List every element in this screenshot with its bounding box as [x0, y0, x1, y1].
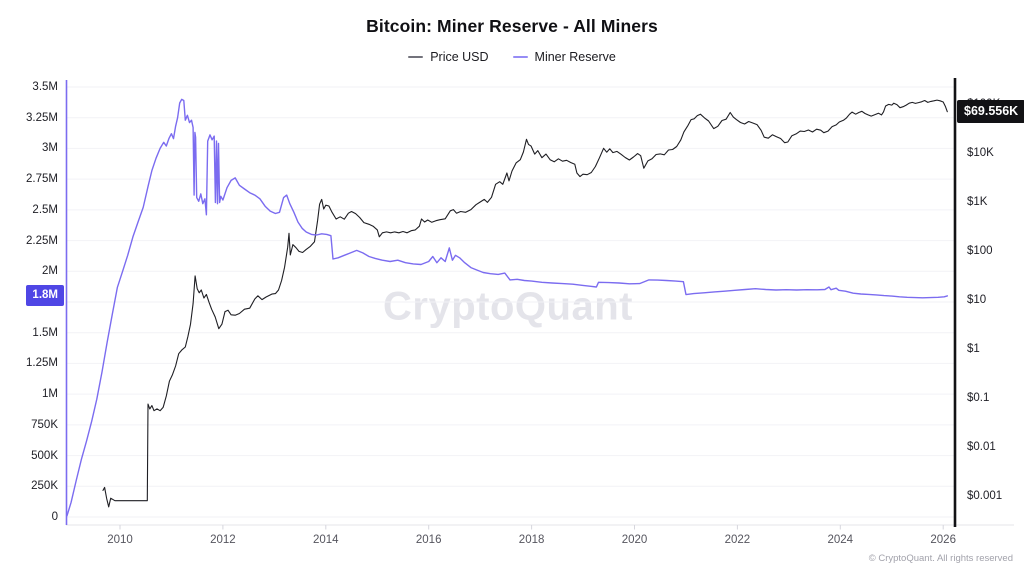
legend-item-price-usd[interactable]: Price USD	[408, 50, 489, 64]
cryptoquant-watermark: CryptoQuant	[383, 284, 633, 329]
chart-legend: Price USD Miner Reserve	[0, 50, 1024, 64]
price-current-badge: $69.556K	[957, 100, 1024, 124]
price-usd-line	[102, 99, 948, 508]
legend-label-miner-reserve: Miner Reserve	[534, 50, 616, 64]
page-title: Bitcoin: Miner Reserve - All Miners	[366, 16, 658, 36]
miner-reserve-swatch-icon	[512, 56, 528, 58]
legend-label-price-usd: Price USD	[430, 50, 489, 64]
price-usd-swatch-icon	[408, 56, 424, 58]
miner-reserve-line	[66, 98, 948, 517]
legend-item-miner-reserve[interactable]: Miner Reserve	[512, 50, 616, 64]
miner-reserve-current-badge: 1.8M	[26, 285, 64, 307]
copyright-text: © CryptoQuant. All rights reserved	[868, 553, 1013, 564]
